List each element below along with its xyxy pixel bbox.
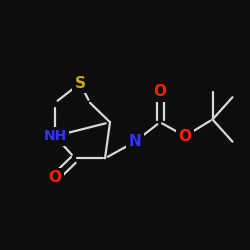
Text: NH: NH	[44, 129, 66, 143]
Text: S: S	[74, 76, 86, 91]
Text: N: N	[128, 134, 141, 149]
Text: O: O	[178, 128, 192, 144]
Text: O: O	[48, 170, 62, 185]
Text: O: O	[154, 84, 166, 99]
